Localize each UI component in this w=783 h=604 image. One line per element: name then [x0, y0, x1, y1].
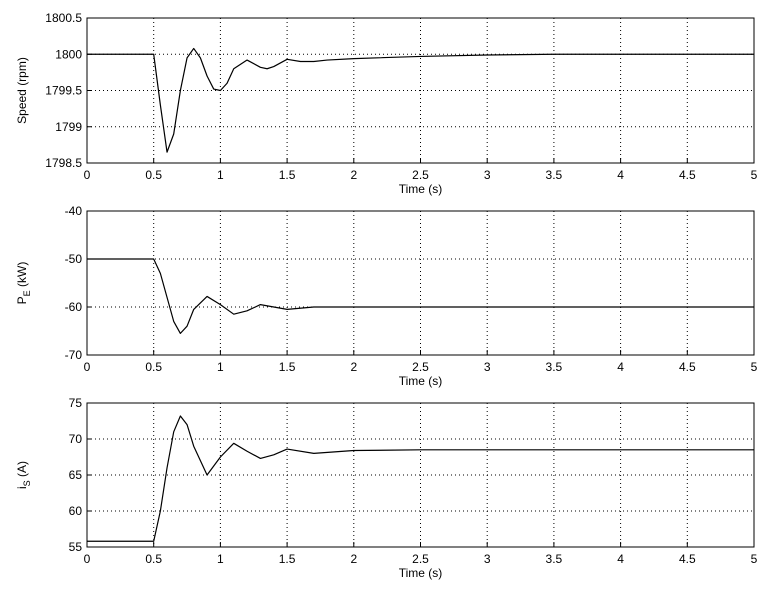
y-axis-label: Speed (rpm) — [15, 57, 29, 124]
x-tick-label: 2 — [350, 360, 357, 374]
y-axis-label-part: (kW) — [15, 262, 29, 291]
x-tick-label: 4.5 — [679, 360, 696, 374]
x-tick-label: 4 — [617, 360, 624, 374]
data-line — [87, 258, 754, 334]
x-tick-label: 4.5 — [679, 552, 696, 566]
x-axis-label: Time (s) — [399, 566, 443, 580]
y-tick-label: 60 — [69, 504, 83, 518]
x-tick-label: 3.5 — [546, 360, 563, 374]
y-tick-label: 1799 — [55, 120, 82, 134]
x-tick-label: 0 — [84, 168, 91, 182]
data-line — [87, 415, 754, 542]
y-tick-label: 70 — [69, 432, 83, 446]
x-tick-label: 5 — [751, 552, 758, 566]
x-tick-label: 1 — [217, 552, 224, 566]
x-tick-label: 0.5 — [145, 360, 162, 374]
y-tick-label: -50 — [65, 252, 83, 266]
x-tick-label: 2.5 — [412, 360, 429, 374]
x-tick-label: 4.5 — [679, 168, 696, 182]
x-tick-label: 2 — [350, 552, 357, 566]
y-axis-label-part: (A) — [15, 461, 29, 480]
x-tick-label: 4 — [617, 552, 624, 566]
y-tick-label: -60 — [65, 300, 83, 314]
y-tick-label: 55 — [69, 540, 83, 554]
x-tick-label: 1.5 — [279, 168, 296, 182]
y-tick-label: 1800 — [55, 47, 82, 61]
y-tick-label: -40 — [65, 204, 83, 218]
x-tick-label: 2.5 — [412, 552, 429, 566]
data-line — [87, 47, 754, 153]
y-tick-label: 75 — [69, 396, 83, 410]
x-tick-label: 1.5 — [279, 552, 296, 566]
plot-frame — [86, 210, 755, 356]
x-tick-label: 1 — [217, 168, 224, 182]
x-tick-label: 2.5 — [412, 168, 429, 182]
y-tick-label: 1798.5 — [45, 156, 82, 170]
x-tick-label: 0.5 — [145, 552, 162, 566]
x-tick-label: 3 — [484, 552, 491, 566]
x-tick-label: 3.5 — [546, 552, 563, 566]
x-tick-label: 3 — [484, 360, 491, 374]
x-tick-label: 0.5 — [145, 168, 162, 182]
y-tick-label: 65 — [69, 468, 83, 482]
y-tick-label: 1800.5 — [45, 11, 82, 25]
x-tick-label: 5 — [751, 168, 758, 182]
x-axis-label: Time (s) — [399, 374, 443, 388]
x-axis-label: Time (s) — [399, 182, 443, 196]
y-axis-label-part: S — [22, 480, 32, 486]
y-axis-label-part: P — [15, 296, 29, 304]
x-tick-label: 0 — [84, 360, 91, 374]
x-tick-label: 2 — [350, 168, 357, 182]
y-axis-label-part: i — [15, 486, 29, 489]
x-tick-label: 4 — [617, 168, 624, 182]
x-tick-label: 5 — [751, 360, 758, 374]
plot-frame — [86, 402, 755, 548]
y-tick-label: -70 — [65, 348, 83, 362]
y-axis-label-part: E — [22, 290, 32, 296]
plot-frame — [86, 17, 755, 164]
y-axis-label-part: Speed (rpm) — [15, 57, 29, 124]
x-tick-label: 1 — [217, 360, 224, 374]
y-tick-label: 1799.5 — [45, 84, 82, 98]
x-tick-label: 3.5 — [546, 168, 563, 182]
y-axis-label: iS (A) — [15, 461, 32, 489]
y-axis-label: PE (kW) — [15, 262, 32, 305]
x-tick-label: 1.5 — [279, 360, 296, 374]
x-tick-label: 0 — [84, 552, 91, 566]
x-tick-label: 3 — [484, 168, 491, 182]
